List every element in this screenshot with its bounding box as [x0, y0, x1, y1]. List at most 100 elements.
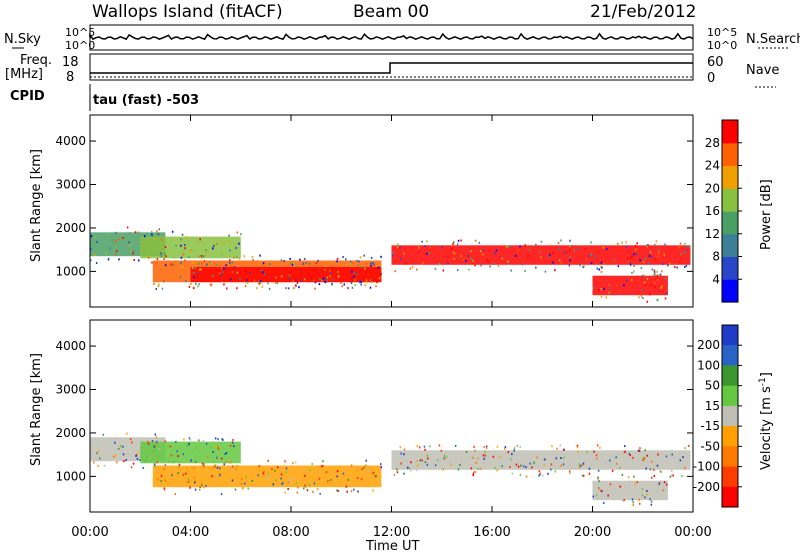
velocity-speckle — [399, 446, 402, 449]
velocity-speckle — [472, 456, 474, 459]
velocity-speckle — [653, 475, 656, 477]
velocity-speckle — [484, 454, 487, 457]
velocity-speckle — [465, 450, 468, 453]
y-tick-label: 3000 — [55, 383, 86, 397]
velocity-speckle — [511, 453, 513, 456]
velocity-speckle — [292, 462, 294, 465]
velocity-speckle — [327, 480, 329, 483]
velocity-speckle — [194, 481, 196, 484]
velocity-speckle — [474, 449, 476, 452]
power-speckle — [142, 240, 145, 243]
power-speckle — [527, 255, 529, 257]
velocity-speckle — [623, 499, 625, 501]
power-speckle — [200, 255, 203, 257]
power-speckle — [651, 256, 653, 259]
velocity-speckle — [525, 466, 527, 469]
power-speckle — [229, 249, 231, 252]
power-speckle — [653, 273, 655, 276]
power-speckle — [648, 254, 651, 257]
velocity-speckle — [266, 478, 269, 481]
velocity-speckle — [656, 464, 659, 467]
power-speckle — [656, 270, 658, 273]
velocity-speckle — [365, 459, 367, 462]
velocity-speckle — [297, 486, 299, 489]
colorbar-tick-label: 28 — [705, 136, 720, 150]
power-speckle — [365, 281, 368, 283]
power-speckle — [132, 252, 134, 255]
velocity-speckle — [578, 463, 580, 466]
power-speckle — [226, 287, 228, 290]
power-speckle — [134, 231, 137, 234]
power-speckle — [313, 268, 315, 271]
power-speckle — [317, 259, 319, 262]
power-speckle — [351, 286, 354, 289]
velocity-speckle — [400, 452, 402, 455]
velocity-speckle — [194, 460, 197, 463]
velocity-speckle — [562, 463, 565, 466]
velocity-speckle — [195, 447, 198, 450]
velocity-speckle — [560, 457, 562, 459]
power-speckle — [212, 274, 214, 277]
velocity-speckle — [155, 436, 158, 439]
velocity-speckle — [199, 488, 201, 491]
power-speckle — [293, 262, 295, 265]
power-speckle — [223, 267, 225, 270]
power-speckle — [391, 254, 394, 257]
power-speckle — [253, 279, 256, 282]
beam-title: Beam 00 — [353, 2, 429, 22]
power-speckle — [664, 297, 667, 300]
power-speckle — [465, 260, 467, 262]
power-speckle — [456, 243, 459, 246]
velocity-speckle — [313, 482, 316, 485]
power-speckle — [249, 271, 251, 274]
power-speckle — [330, 272, 332, 274]
power-speckle — [598, 268, 600, 271]
velocity-speckle — [416, 445, 419, 447]
velocity-speckle — [285, 471, 287, 474]
power-speckle — [394, 270, 396, 273]
velocity-speckle — [477, 468, 479, 470]
power-speckle — [539, 250, 541, 253]
power-speckle — [181, 233, 184, 236]
power-speckle — [478, 241, 481, 244]
power-speckle — [655, 240, 658, 243]
power-speckle — [283, 260, 285, 262]
power-speckle — [661, 285, 663, 288]
power-speckle — [356, 273, 359, 276]
velocity-speckle — [153, 463, 156, 466]
velocity-speckle — [470, 455, 473, 458]
velocity-speckle — [632, 501, 634, 504]
power-speckle — [460, 239, 462, 242]
velocity-speckle — [214, 437, 217, 440]
velocity-speckle — [309, 485, 311, 488]
power-speckle — [288, 274, 291, 277]
velocity-band-4 — [592, 480, 668, 501]
velocity-speckle — [160, 480, 162, 483]
power-speckle — [231, 270, 234, 273]
velocity-speckle — [427, 457, 429, 460]
power-speckle — [411, 265, 414, 268]
power-speckle — [351, 270, 353, 273]
power-speckle — [292, 279, 295, 282]
velocity-speckle — [551, 445, 553, 448]
power-speckle — [247, 281, 249, 284]
velocity-speckle — [263, 470, 265, 473]
power-speckle — [153, 282, 155, 285]
velocity-speckle — [231, 441, 234, 444]
velocity-speckle — [309, 469, 311, 472]
velocity-speckle — [189, 479, 191, 482]
power-speckle — [95, 262, 98, 264]
power-speckle — [577, 247, 580, 250]
power-speckle — [497, 264, 500, 267]
power-speckle — [314, 287, 316, 290]
power-speckle — [223, 283, 225, 286]
power-speckle — [372, 262, 374, 265]
power-speckle — [396, 245, 399, 248]
power-speckle — [198, 262, 200, 265]
power-speckle — [322, 277, 325, 280]
power-speckle — [332, 278, 335, 281]
power-speckle — [566, 251, 569, 254]
velocity-speckle — [151, 440, 154, 443]
power-speckle — [641, 289, 644, 291]
